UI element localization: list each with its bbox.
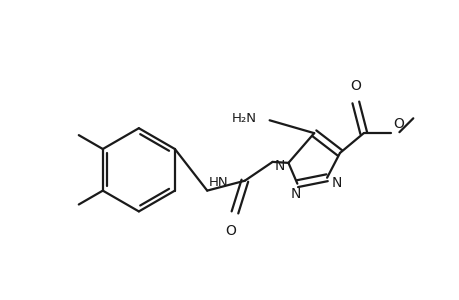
Text: O: O — [225, 224, 236, 238]
Text: N: N — [331, 176, 341, 190]
Text: O: O — [350, 79, 360, 92]
Text: N: N — [290, 187, 300, 201]
Text: N: N — [274, 159, 284, 173]
Text: H₂N: H₂N — [231, 112, 256, 125]
Text: O: O — [392, 117, 403, 131]
Text: HN: HN — [209, 176, 228, 189]
